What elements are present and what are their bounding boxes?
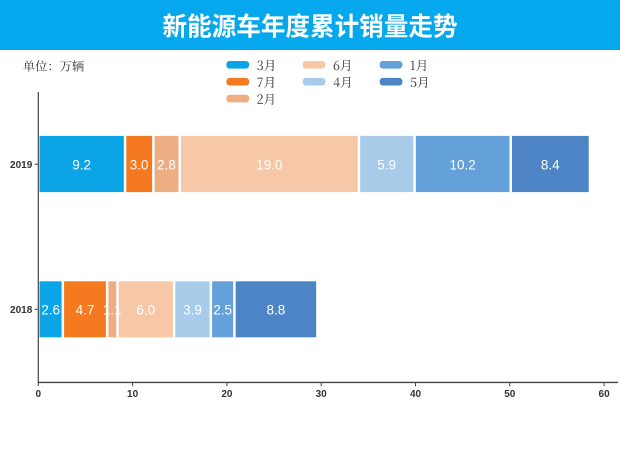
svg-text:20: 20 bbox=[221, 389, 233, 400]
svg-text:60: 60 bbox=[599, 389, 611, 400]
svg-text:3.9: 3.9 bbox=[183, 303, 202, 318]
svg-text:1.1: 1.1 bbox=[103, 303, 122, 318]
svg-text:6.0: 6.0 bbox=[136, 303, 155, 318]
svg-text:8.4: 8.4 bbox=[541, 157, 560, 172]
svg-text:2019: 2019 bbox=[10, 160, 33, 171]
svg-text:4.7: 4.7 bbox=[76, 303, 95, 318]
svg-text:2.8: 2.8 bbox=[157, 157, 176, 172]
svg-text:10: 10 bbox=[127, 389, 139, 400]
svg-text:9.2: 9.2 bbox=[72, 157, 91, 172]
svg-text:8.8: 8.8 bbox=[267, 303, 286, 318]
svg-text:2.5: 2.5 bbox=[213, 303, 232, 318]
svg-text:10.2: 10.2 bbox=[449, 157, 475, 172]
svg-text:3.0: 3.0 bbox=[130, 157, 149, 172]
svg-text:0: 0 bbox=[36, 389, 42, 400]
svg-text:5.9: 5.9 bbox=[377, 157, 396, 172]
svg-text:19.0: 19.0 bbox=[256, 157, 282, 172]
svg-text:50: 50 bbox=[504, 389, 516, 400]
svg-text:2018: 2018 bbox=[10, 305, 33, 316]
svg-text:2.6: 2.6 bbox=[41, 303, 60, 318]
svg-text:30: 30 bbox=[316, 389, 328, 400]
svg-text:40: 40 bbox=[410, 389, 422, 400]
